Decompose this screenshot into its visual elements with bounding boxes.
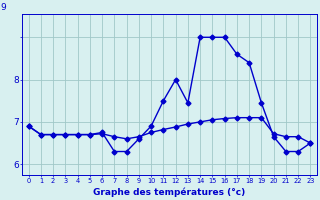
X-axis label: Graphe des températures (°c): Graphe des températures (°c) (93, 187, 246, 197)
Text: 9: 9 (0, 3, 6, 12)
